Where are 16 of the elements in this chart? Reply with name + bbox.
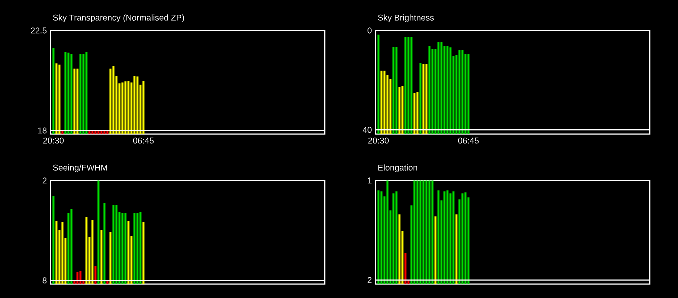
y-tick-label: 0 <box>368 28 372 34</box>
x-tick-label: 20:30 <box>368 138 389 144</box>
chart-title: Seeing/FWHM <box>53 164 108 173</box>
y-tick-label: 18 <box>38 128 47 134</box>
x-tick-label: 06:45 <box>458 138 479 144</box>
y-tick-label: 22.5 <box>31 28 47 34</box>
y-tick-label: 40 <box>362 127 372 134</box>
x-tick-label: 20:30 <box>44 138 64 144</box>
y-tick-label: 2 <box>368 277 372 284</box>
y-tick-label: 1 <box>368 178 372 184</box>
y-tick-label: 2 <box>42 178 47 184</box>
chart-title: Sky Transparency (Normalised ZP) <box>53 14 184 23</box>
chart-title: Sky Brightness <box>378 14 434 23</box>
y-tick-label: 8 <box>42 278 47 284</box>
x-tick-label: 06:45 <box>133 138 154 144</box>
chart-title: Elongation <box>378 164 418 173</box>
